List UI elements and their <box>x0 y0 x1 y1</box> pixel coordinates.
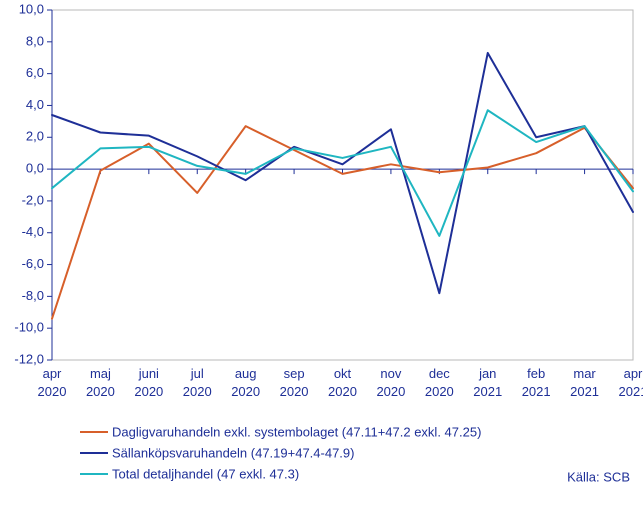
x-tick-label-month: mar <box>573 366 596 381</box>
x-tick-label-year: 2021 <box>570 384 599 399</box>
y-tick-label: -6,0 <box>22 256 44 271</box>
y-tick-label: -10,0 <box>14 320 44 335</box>
y-tick-label: -4,0 <box>22 224 44 239</box>
x-tick-label-year: 2021 <box>619 384 643 399</box>
x-tick-label-year: 2020 <box>425 384 454 399</box>
x-tick-label-month: aug <box>235 366 257 381</box>
y-tick-label: -8,0 <box>22 288 44 303</box>
x-tick-label-year: 2020 <box>376 384 405 399</box>
legend-label-dagligvaru: Dagligvaruhandeln exkl. systembolaget (4… <box>112 424 481 439</box>
y-tick-label: -2,0 <box>22 192 44 207</box>
y-tick-label: 0,0 <box>26 161 44 176</box>
x-tick-label-month: feb <box>527 366 545 381</box>
x-tick-label-year: 2021 <box>473 384 502 399</box>
y-tick-label: 6,0 <box>26 65 44 80</box>
x-tick-label-year: 2020 <box>280 384 309 399</box>
x-tick-label-month: apr <box>624 366 643 381</box>
x-tick-label-year: 2021 <box>522 384 551 399</box>
x-tick-label-month: jan <box>478 366 496 381</box>
y-tick-label: 10,0 <box>19 1 44 16</box>
legend-label-sallankop: Sällanköpsvaruhandeln (47.19+47.4-47.9) <box>112 445 354 460</box>
x-tick-label-month: jul <box>190 366 204 381</box>
x-tick-label-month: apr <box>43 366 62 381</box>
legend-label-total: Total detaljhandel (47 exkl. 47.3) <box>112 466 299 481</box>
y-tick-label: -12,0 <box>14 351 44 366</box>
x-tick-label-year: 2020 <box>38 384 67 399</box>
x-tick-label-month: maj <box>90 366 111 381</box>
x-tick-label-month: nov <box>380 366 401 381</box>
x-tick-label-month: juni <box>138 366 159 381</box>
x-tick-label-year: 2020 <box>183 384 212 399</box>
line-chart: -12,0 -10,0 -8,0 -6,0 -4,0 -2,0 0,0 2,0 4,0 6,0 8,… <box>0 0 643 506</box>
x-tick-label-year: 2020 <box>231 384 260 399</box>
x-tick-label-month: okt <box>334 366 352 381</box>
source-label: Källa: SCB <box>567 469 630 484</box>
x-tick-label-year: 2020 <box>86 384 115 399</box>
x-tick-label-year: 2020 <box>134 384 163 399</box>
y-tick-label: 4,0 <box>26 97 44 112</box>
x-tick-label-month: dec <box>429 366 450 381</box>
plot-border <box>52 10 633 360</box>
y-tick-label: 2,0 <box>26 129 44 144</box>
x-tick-label-year: 2020 <box>328 384 357 399</box>
x-tick-label-month: sep <box>284 366 305 381</box>
series-line-dagligvaru <box>52 126 633 319</box>
y-tick-label: 8,0 <box>26 33 44 48</box>
